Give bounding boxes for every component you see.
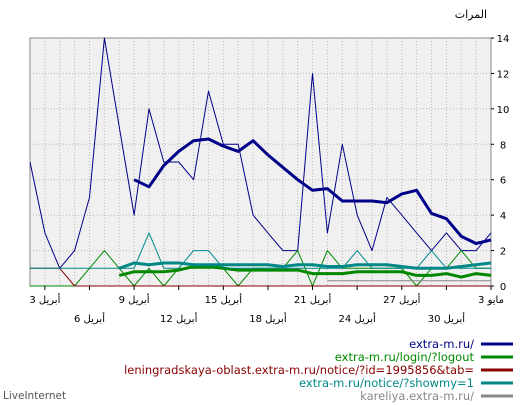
series-layer xyxy=(29,37,492,287)
y-tick-label: 8 xyxy=(500,140,506,151)
x-tick-label: 9 أبريل xyxy=(119,293,150,306)
series-line-4 xyxy=(30,267,491,287)
series-line-1-smoothed xyxy=(133,137,492,245)
x-tick-label: 12 أبريل xyxy=(160,312,198,325)
x-tick-label: 6 أبريل xyxy=(74,312,105,325)
gridlines xyxy=(30,38,491,286)
legend: extra-m.ru/extra-m.ru/login/?logoutlenin… xyxy=(124,337,513,403)
series-line-6-smoothed xyxy=(118,261,492,270)
x-axis: 3 مايو 27 أبريل 21 أبريل 15 أبريل 9 أبريل 3 أ… xyxy=(29,286,504,325)
x-tick-label: 24 أبريل xyxy=(338,312,376,325)
y-tick-label: 14 xyxy=(497,34,510,45)
y-tick-label: 4 xyxy=(500,211,506,222)
series-line-3-smoothed xyxy=(118,265,492,279)
y-tick-label: 0 xyxy=(500,282,506,293)
legend-label: extra-m.ru/notice/?showmy=1 xyxy=(299,376,474,390)
y-tick-label: 10 xyxy=(497,105,510,116)
y-axis-label: المرات xyxy=(455,8,487,21)
x-tick-label: 27 أبريل xyxy=(383,293,421,306)
plot-area xyxy=(29,37,492,287)
y-tick-label: 2 xyxy=(500,247,506,258)
x-tick-label: 30 أبريل xyxy=(428,312,466,325)
legend-label: kareliya.extra-m.ru/ xyxy=(360,389,474,403)
y-tick-label: 12 xyxy=(497,69,510,80)
y-axis: 0 2 4 6 8 10 12 14 xyxy=(491,34,509,293)
brand-text: LiveInternet xyxy=(3,390,66,402)
y-tick-label: 6 xyxy=(500,176,506,187)
x-tick-label: 3 أبريل xyxy=(29,293,60,306)
legend-label: extra-m.ru/login/?logout xyxy=(335,350,475,364)
x-tick-label: 3 مايو xyxy=(478,295,504,306)
x-tick-label: 21 أبريل xyxy=(294,293,332,306)
x-tick-label: 15 أبريل xyxy=(205,293,243,306)
legend-label: leningradskaya-oblast.extra-m.ru/notice/… xyxy=(124,363,474,377)
series-line-0 xyxy=(29,37,492,269)
x-tick-label: 18 أبريل xyxy=(249,312,287,325)
legend-label: extra-m.ru/ xyxy=(409,337,474,351)
